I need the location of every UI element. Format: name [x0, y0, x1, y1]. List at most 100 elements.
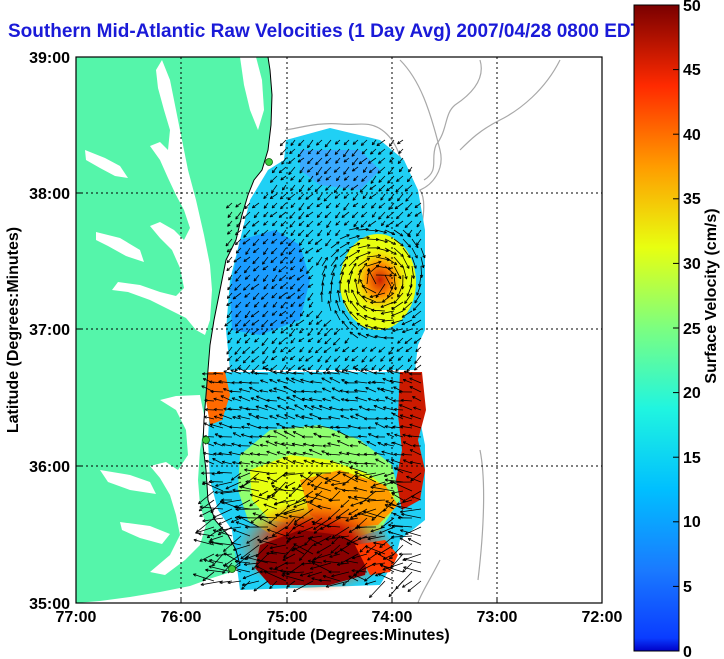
- velocity-arrowhead: [403, 558, 407, 562]
- velocity-arrowhead: [228, 426, 232, 429]
- velocity-arrowhead: [336, 440, 340, 444]
- velocity-arrowhead: [281, 443, 285, 446]
- velocity-arrow: [339, 461, 350, 465]
- velocity-arrow: [290, 202, 296, 208]
- velocity-arrow: [286, 580, 296, 588]
- velocity-arrowhead: [263, 305, 267, 308]
- velocity-arrowhead: [264, 368, 268, 372]
- velocity-arrowhead: [217, 471, 221, 475]
- velocity-arrow: [369, 166, 377, 174]
- velocity-arrow: [388, 346, 395, 355]
- velocity-arrowhead: [199, 505, 203, 508]
- velocity-arrow: [416, 220, 422, 228]
- velocity-arrow: [373, 542, 386, 546]
- velocity-arrow: [365, 334, 377, 339]
- velocity-arrow: [289, 310, 296, 318]
- velocity-arrowhead: [227, 288, 231, 291]
- velocity-arrow: [343, 166, 350, 175]
- velocity-arrow: [272, 346, 278, 354]
- velocity-arrowhead: [213, 442, 217, 445]
- velocity-arrowhead: [411, 495, 414, 499]
- velocity-arrowhead: [245, 408, 249, 411]
- velocity-arrow: [402, 580, 413, 588]
- velocity-arrow: [280, 364, 287, 374]
- velocity-arrow: [372, 562, 386, 565]
- velocity-arrow: [331, 387, 341, 393]
- velocity-arrowhead: [374, 422, 378, 426]
- velocity-arrow: [397, 193, 404, 202]
- velocity-arrow: [329, 290, 332, 303]
- velocity-arrow: [316, 139, 323, 146]
- velocity-arrowhead: [325, 179, 329, 181]
- velocity-arrowhead: [231, 397, 235, 401]
- velocity-arrowhead: [392, 400, 396, 403]
- velocity-arrowhead: [223, 552, 226, 556]
- velocity-arrow: [368, 433, 377, 438]
- velocity-arrowhead: [327, 233, 330, 236]
- velocity-arrow: [253, 265, 260, 272]
- velocity-arrow: [401, 319, 413, 325]
- velocity-arrow: [386, 369, 395, 375]
- velocity-arrow: [349, 408, 359, 411]
- velocity-arrow: [373, 405, 386, 411]
- velocity-arrowhead: [331, 433, 335, 437]
- velocity-arrowhead: [301, 436, 305, 439]
- velocity-arrowhead: [379, 546, 383, 548]
- velocity-arrowhead: [297, 155, 301, 158]
- velocity-arrowhead: [386, 248, 389, 252]
- velocity-arrowhead: [343, 143, 348, 146]
- velocity-arrowhead: [235, 243, 239, 246]
- velocity-arrow: [380, 310, 395, 315]
- velocity-arrow: [227, 355, 233, 362]
- velocity-arrowhead: [276, 460, 279, 464]
- velocity-arrowhead: [351, 154, 355, 157]
- velocity-arrow: [400, 508, 422, 513]
- velocity-arrow: [342, 184, 350, 191]
- velocity-arrow: [276, 451, 287, 456]
- velocity-arrowhead: [354, 471, 357, 475]
- velocity-arrowhead: [408, 359, 411, 363]
- velocity-arrowhead: [330, 552, 334, 554]
- velocity-arrow: [299, 328, 305, 334]
- velocity-arrowhead: [349, 408, 353, 412]
- velocity-arrowhead: [286, 451, 290, 455]
- velocity-arrowhead: [266, 473, 270, 476]
- velocity-arrow: [358, 157, 368, 165]
- velocity-arrow: [300, 474, 314, 483]
- velocity-arrowhead: [284, 473, 288, 475]
- velocity-arrowhead: [351, 359, 355, 362]
- velocity-arrowhead: [307, 171, 311, 173]
- velocity-arrow: [232, 292, 242, 300]
- velocity-arrow: [375, 256, 390, 261]
- velocity-arrowhead: [280, 306, 284, 309]
- velocity-arrow: [366, 229, 378, 232]
- velocity-arrow: [313, 517, 332, 530]
- velocity-arrow: [289, 148, 296, 155]
- velocity-arrow: [244, 274, 251, 280]
- velocity-arrowhead: [423, 264, 425, 268]
- velocity-arrow: [220, 490, 242, 494]
- velocity-arrowhead: [226, 249, 229, 253]
- velocity-arrow: [361, 148, 368, 155]
- velocity-arrow: [275, 514, 287, 519]
- velocity-arrow: [232, 489, 251, 492]
- velocity-arrow: [307, 256, 314, 263]
- velocity-arrowhead: [342, 584, 346, 586]
- velocity-arrowhead: [318, 418, 321, 421]
- velocity-arrowhead: [396, 180, 400, 182]
- velocity-arrowhead: [231, 479, 235, 481]
- velocity-arrow: [370, 175, 377, 184]
- velocity-arrowhead: [301, 563, 305, 566]
- velocity-arrowhead: [252, 513, 256, 516]
- velocity-arrowhead: [307, 333, 311, 337]
- velocity-arrow: [388, 580, 404, 597]
- colorbar-tick-label: 30: [683, 256, 701, 273]
- velocity-arrow: [270, 175, 278, 183]
- velocity-arrowhead: [342, 189, 347, 191]
- velocity-arrow: [318, 418, 332, 420]
- velocity-arrowhead: [353, 462, 357, 465]
- velocity-arrow: [238, 381, 251, 384]
- velocity-arrowhead: [334, 197, 339, 199]
- velocity-arrowhead: [371, 368, 375, 371]
- velocity-arrowhead: [241, 425, 245, 428]
